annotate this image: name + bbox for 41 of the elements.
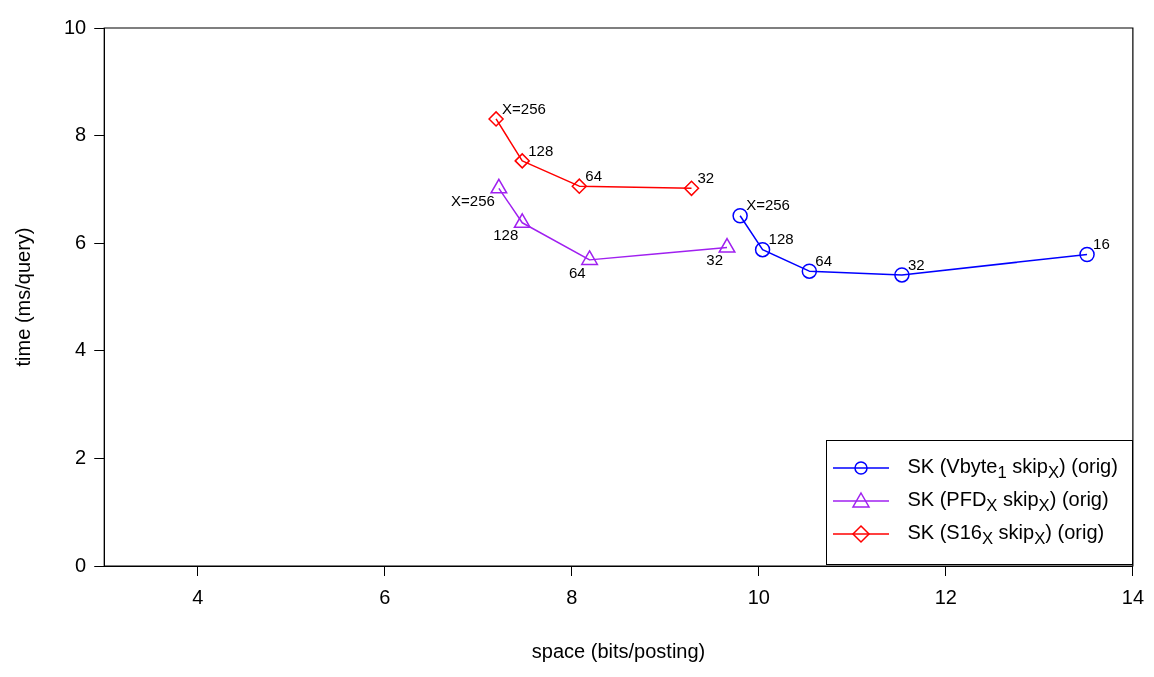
- point: [514, 153, 530, 169]
- x-tick-label: 8: [566, 585, 578, 608]
- y-tick-label: 2: [75, 445, 87, 468]
- x-tick-label: 4: [192, 585, 204, 608]
- point: [488, 111, 504, 127]
- annotation: X=256: [502, 99, 546, 117]
- point: [894, 267, 910, 283]
- annotation: 64: [815, 251, 833, 269]
- annotation: 16: [1093, 235, 1110, 253]
- annotation: 64: [585, 166, 602, 184]
- point: [571, 178, 588, 194]
- point: [754, 241, 771, 258]
- point: [581, 250, 599, 266]
- point: [732, 208, 748, 224]
- legend-label: SK (Vbyte$_{1}$ skip$_{X}$) (orig): [907, 455, 1118, 482]
- y-tick-label: 4: [75, 338, 87, 361]
- annotation: 32: [697, 168, 715, 186]
- x-tick-label: 6: [379, 585, 391, 608]
- annotation: X=256: [451, 191, 495, 209]
- annotation: 32: [907, 255, 925, 273]
- point: [801, 263, 818, 279]
- annotation: 128: [493, 226, 519, 244]
- x-tick-label: 10: [747, 585, 770, 608]
- annotation: 128: [528, 141, 554, 159]
- legend-label: SK (PFD$_{X}$ skip$_{X}$) (orig): [907, 488, 1109, 515]
- x-axis-title: space (bits/posting): [531, 639, 706, 662]
- annotation: 32: [706, 251, 724, 269]
- y-tick-label: 8: [75, 123, 87, 146]
- y-axis-title: time (ms/query): [11, 227, 34, 367]
- y-tick-label: 6: [75, 230, 87, 253]
- point: [513, 213, 531, 229]
- annotation: X=256: [746, 196, 790, 214]
- point: [1079, 246, 1095, 263]
- y-tick-label: 0: [75, 553, 87, 576]
- annotation: 128: [768, 230, 794, 248]
- point: [683, 180, 700, 197]
- x-tick-label: 14: [1121, 585, 1144, 608]
- x-tick-label: 12: [934, 585, 957, 608]
- annotation: 64: [568, 263, 586, 281]
- legend-label: SK (S16$_{X}$ skip$_{X}$) (orig): [907, 521, 1105, 548]
- y-tick-label: 10: [64, 15, 87, 38]
